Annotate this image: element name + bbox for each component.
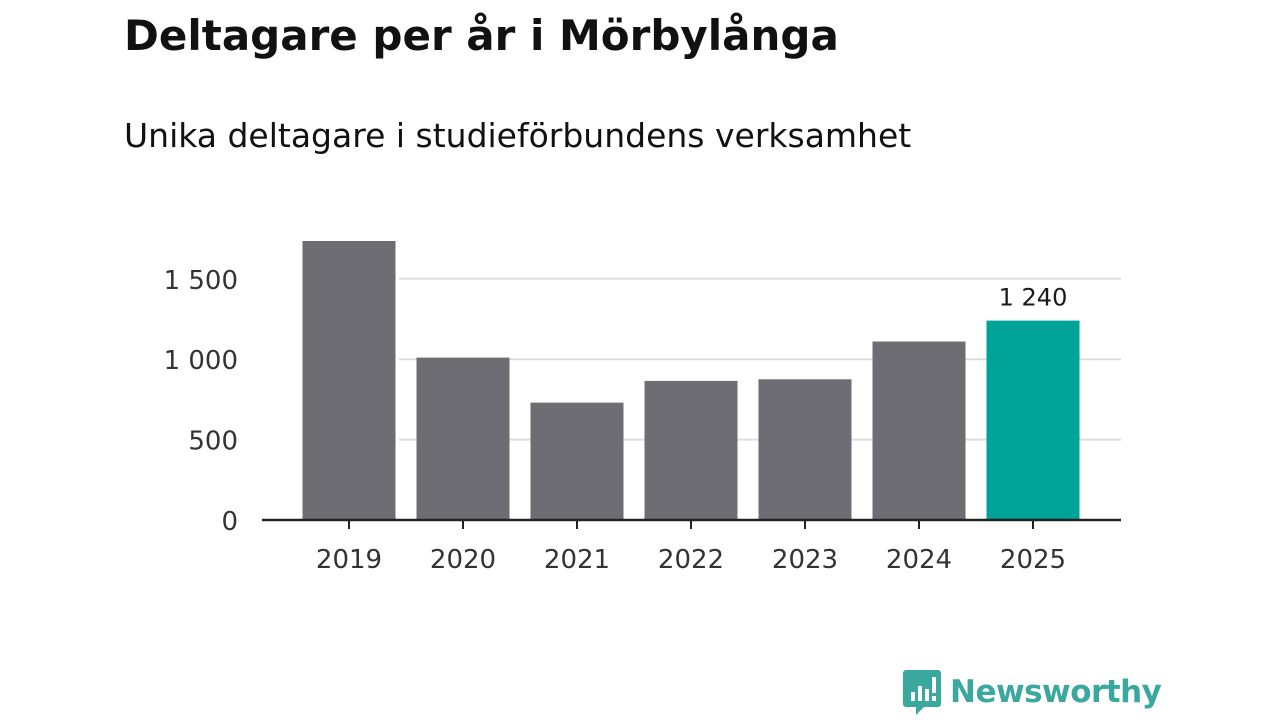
y-tick-label: 500 bbox=[188, 427, 238, 457]
x-tick-label: 2021 bbox=[544, 545, 610, 575]
x-tick-label: 2025 bbox=[1000, 545, 1066, 575]
brand-name: Newsworthy bbox=[950, 674, 1162, 710]
bar-2021 bbox=[530, 402, 624, 520]
bar-2022 bbox=[644, 380, 738, 520]
chart-title: Deltagare per år i Mörbylånga bbox=[124, 11, 839, 60]
y-tick-label: 1 500 bbox=[164, 266, 238, 296]
x-tick-label: 2024 bbox=[886, 545, 952, 575]
x-tick-label: 2020 bbox=[430, 545, 496, 575]
x-tick-label: 2022 bbox=[658, 545, 724, 575]
chart-subtitle: Unika deltagare i studieförbundens verks… bbox=[124, 116, 912, 155]
x-tick-label: 2019 bbox=[316, 545, 382, 575]
bar-2024 bbox=[872, 341, 966, 520]
bar-2023 bbox=[758, 379, 852, 520]
y-tick-label: 0 bbox=[221, 507, 238, 537]
data-label: 1 240 bbox=[999, 284, 1068, 312]
x-tick-label: 2023 bbox=[772, 545, 838, 575]
newsworthy-logo-icon bbox=[903, 670, 941, 715]
bar-2025 bbox=[986, 320, 1080, 520]
bar-2019 bbox=[302, 241, 396, 520]
y-tick-label: 1 000 bbox=[164, 346, 238, 376]
bar-2020 bbox=[416, 357, 510, 520]
brand-logo: Newsworthy bbox=[902, 668, 1162, 716]
